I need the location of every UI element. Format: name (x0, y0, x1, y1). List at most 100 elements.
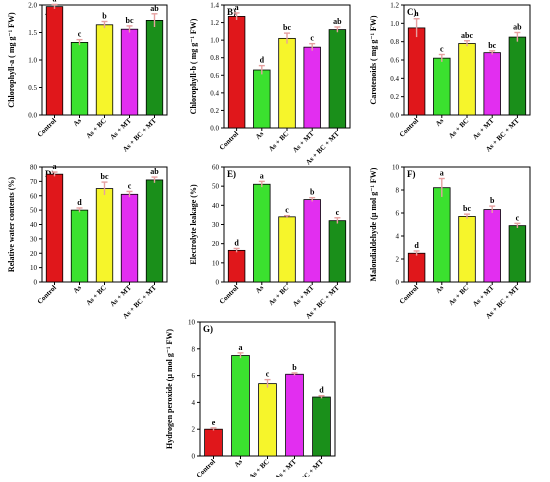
y-tick-label: 0.4 (390, 75, 399, 83)
significance-letter: bc (283, 23, 291, 32)
y-tick-label: 0 (192, 453, 196, 461)
significance-letter: c (336, 208, 340, 217)
y-tick-label: 0.2 (210, 107, 219, 115)
bar (45, 6, 64, 116)
x-tick-label: As + MT (471, 284, 496, 309)
y-tick-label: 40 (30, 221, 38, 229)
x-tick-label: As (254, 130, 265, 141)
significance-letter: a (239, 343, 243, 352)
x-tick-label: As + BC (267, 130, 290, 153)
y-axis-label: Carotenoids ( mg g⁻¹ FW) (369, 15, 378, 104)
x-tick-label: As + MT (291, 130, 316, 155)
panel-label: F) (407, 169, 416, 179)
x-tick-label: Control (398, 117, 420, 139)
y-axis-label: Hydrogen peroxide (µ mol g⁻¹ FW) (165, 329, 174, 449)
y-tick-label: 20 (212, 240, 220, 248)
bar (278, 37, 296, 129)
y-tick-label: 0.0 (28, 112, 37, 120)
y-tick-label: 30 (30, 235, 38, 243)
significance-letter: bc (126, 16, 134, 25)
significance-letter: a (415, 9, 419, 18)
y-tick-label: 2.0 (28, 2, 37, 10)
bar (253, 69, 271, 129)
bar (312, 396, 331, 457)
significance-letter: b (310, 188, 315, 197)
bar (45, 173, 64, 283)
significance-letter: bc (488, 41, 496, 50)
y-tick-label: 0.5 (28, 84, 37, 92)
x-tick-label: Control (398, 284, 420, 306)
significance-letter: d (319, 386, 324, 395)
x-tick-label: Control (218, 284, 240, 306)
x-tick-label: As + BC (267, 284, 290, 307)
y-tick-label: 60 (212, 164, 220, 172)
bar (70, 209, 89, 283)
bar (303, 199, 321, 283)
bar (303, 46, 321, 129)
y-tick-label: 1.0 (28, 57, 37, 65)
panel-label: B) (227, 7, 236, 17)
x-tick-label: Control (218, 130, 240, 152)
significance-letter: c (78, 30, 82, 39)
y-tick-label: 0.8 (210, 54, 219, 62)
significance-letter: d (234, 238, 239, 247)
bar (95, 188, 114, 283)
y-tick-label: 2 (396, 256, 400, 264)
y-axis-label: Malondialdehyde (µ mol g⁻¹ FW) (369, 167, 378, 281)
y-tick-label: 6 (396, 210, 400, 218)
y-axis-label: Chlorophyll-a ( mg g⁻¹ FW) (7, 12, 16, 108)
y-tick-label: 1.2 (210, 19, 219, 27)
x-tick-label: As + BC (248, 458, 271, 477)
x-tick-label: As + BC (85, 284, 108, 307)
bar (458, 216, 476, 283)
bar (145, 19, 164, 116)
y-tick-label: 1.5 (28, 29, 37, 37)
bar (253, 183, 271, 283)
x-tick-label: As (434, 117, 445, 128)
y-tick-label: 10 (30, 264, 38, 272)
significance-letter: bc (101, 172, 109, 181)
bar (204, 428, 223, 457)
x-tick-label: As + BC (85, 117, 108, 140)
y-tick-label: 60 (30, 192, 38, 200)
significance-letter: bc (463, 204, 471, 213)
bar (95, 24, 114, 116)
y-tick-label: 0 (216, 279, 220, 287)
bar (231, 355, 250, 457)
bar (258, 383, 277, 457)
significance-letter: ab (150, 167, 159, 176)
significance-letter: ab (513, 23, 522, 32)
x-tick-label: As + MT (108, 284, 133, 309)
x-tick-label: As + BC (447, 284, 470, 307)
y-tick-label: 20 (30, 250, 38, 258)
panel-b: 0.0 0.2 0.4 0.6 0.8 1.0 1.2 1.4 Chlorophyll-b ( … (189, 2, 351, 166)
y-tick-label: 0.0 (390, 112, 399, 120)
y-tick-label: 1.4 (210, 2, 219, 10)
y-tick-label: 0.6 (390, 57, 399, 65)
significance-letter: d (260, 56, 265, 65)
significance-letter: c (440, 45, 444, 54)
x-tick-label: As + MT (273, 458, 298, 477)
y-tick-label: 50 (212, 183, 220, 191)
x-tick-label: As (72, 117, 83, 128)
bar (508, 36, 527, 116)
y-tick-label: 10 (188, 319, 196, 327)
y-tick-label: 8 (396, 187, 400, 195)
y-tick-label: 1.0 (210, 37, 219, 45)
x-tick-label: As (254, 284, 265, 295)
x-tick-label: As (434, 284, 445, 295)
bar (120, 28, 139, 116)
bar (458, 43, 476, 116)
panel-d: 0 10 20 30 40 50 60 70 80 Relative water contents… (7, 162, 168, 320)
panel-e: 0 10 20 30 40 50 60 Electrolyte leakage (%) E) d C… (189, 164, 351, 320)
significance-letter: abc (461, 31, 473, 40)
bar (227, 16, 246, 129)
y-axis-label: Chlorophyll-b ( mg g⁻¹ FW) (189, 18, 198, 114)
x-tick-label: As (72, 284, 83, 295)
significance-letter: ab (150, 4, 159, 13)
panel-c: 0.0 0.2 0.4 0.6 0.8 1.0 1.2 Carotenoids ( mg g⁻… (369, 2, 531, 153)
y-tick-label: 0.4 (210, 89, 219, 97)
y-tick-label: 0 (34, 279, 38, 287)
x-tick-label: Control (36, 117, 58, 139)
panel-label: E) (227, 169, 236, 179)
